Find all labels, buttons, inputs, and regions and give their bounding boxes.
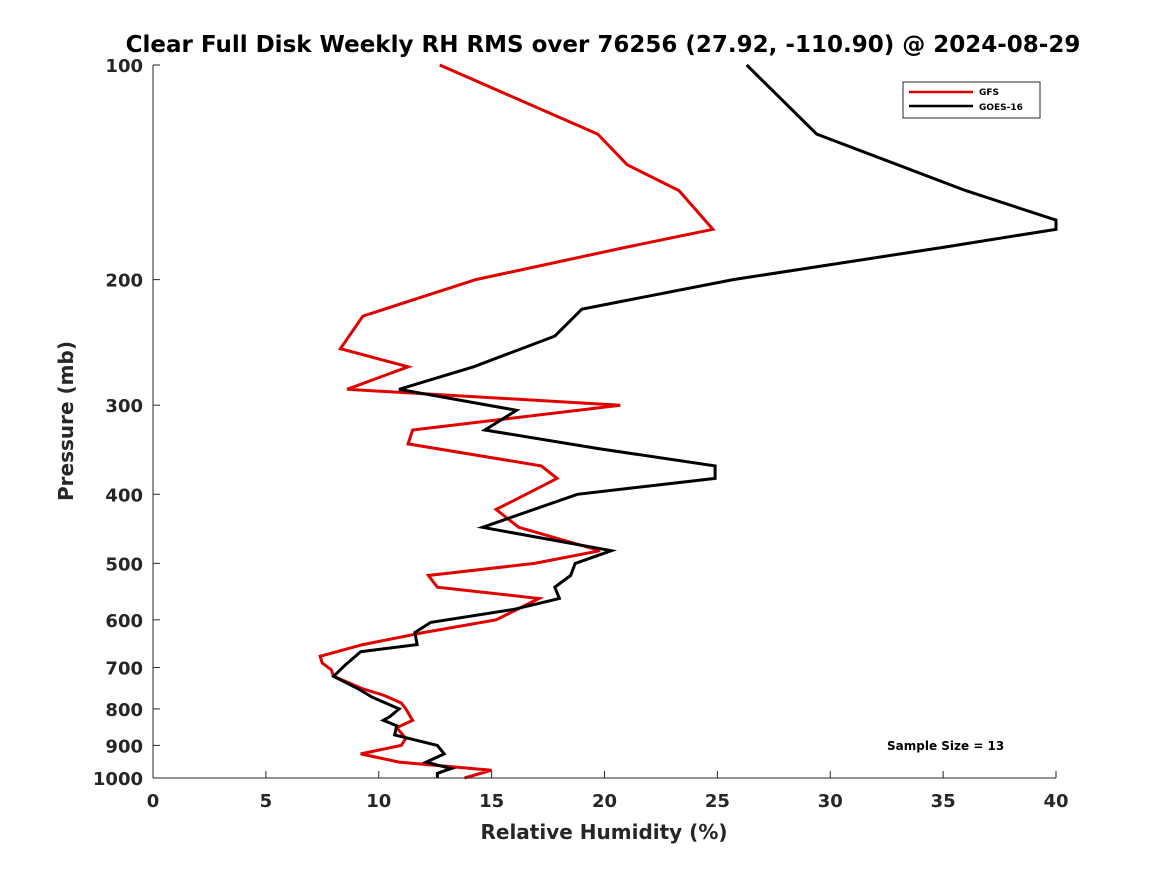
y-tick-label: 200	[105, 271, 143, 292]
series-layer	[318, 63, 1058, 780]
chart-title: Clear Full Disk Weekly RH RMS over 76256…	[126, 32, 1081, 58]
y-tick-label: 900	[105, 736, 143, 757]
y-tick-label: 400	[105, 485, 143, 506]
legend-box	[902, 81, 1041, 119]
x-tick-label: 10	[366, 791, 391, 812]
x-tick-label: 30	[818, 791, 843, 812]
legend-goes16-label: GOES-16	[979, 103, 1023, 113]
y-ticks: 100 200 300 400 500 600 700 800 900 1000	[93, 56, 160, 790]
plot-area	[153, 65, 1056, 778]
legend-gfs-label: GFS	[979, 88, 999, 98]
series-line-goes-16	[331, 63, 1058, 778]
x-tick-label: 0	[147, 791, 160, 812]
y-tick-label: 700	[105, 659, 143, 680]
x-axis-label: Relative Humidity (%)	[480, 820, 727, 844]
x-tick-label: 40	[1043, 791, 1068, 812]
x-tick-label: 5	[260, 791, 273, 812]
series-line-gfs	[318, 63, 716, 780]
sample-size-annotation: Sample Size = 13	[887, 739, 1004, 753]
y-tick-label: 100	[105, 56, 143, 77]
y-tick-label: 500	[105, 554, 143, 575]
y-tick-label: 300	[105, 396, 143, 417]
y-tick-label: 600	[105, 611, 143, 632]
y-tick-label: 1000	[93, 769, 143, 790]
x-ticks: 0 5 10 15 20 25 30 35 40	[147, 771, 1069, 812]
x-tick-label: 25	[705, 791, 730, 812]
legend: GFS GOES-16	[902, 81, 1041, 119]
y-axis-label: Pressure (mb)	[54, 341, 78, 501]
x-tick-label: 15	[479, 791, 504, 812]
y-tick-label: 800	[105, 700, 143, 721]
x-tick-label: 35	[931, 791, 956, 812]
x-tick-label: 20	[592, 791, 617, 812]
